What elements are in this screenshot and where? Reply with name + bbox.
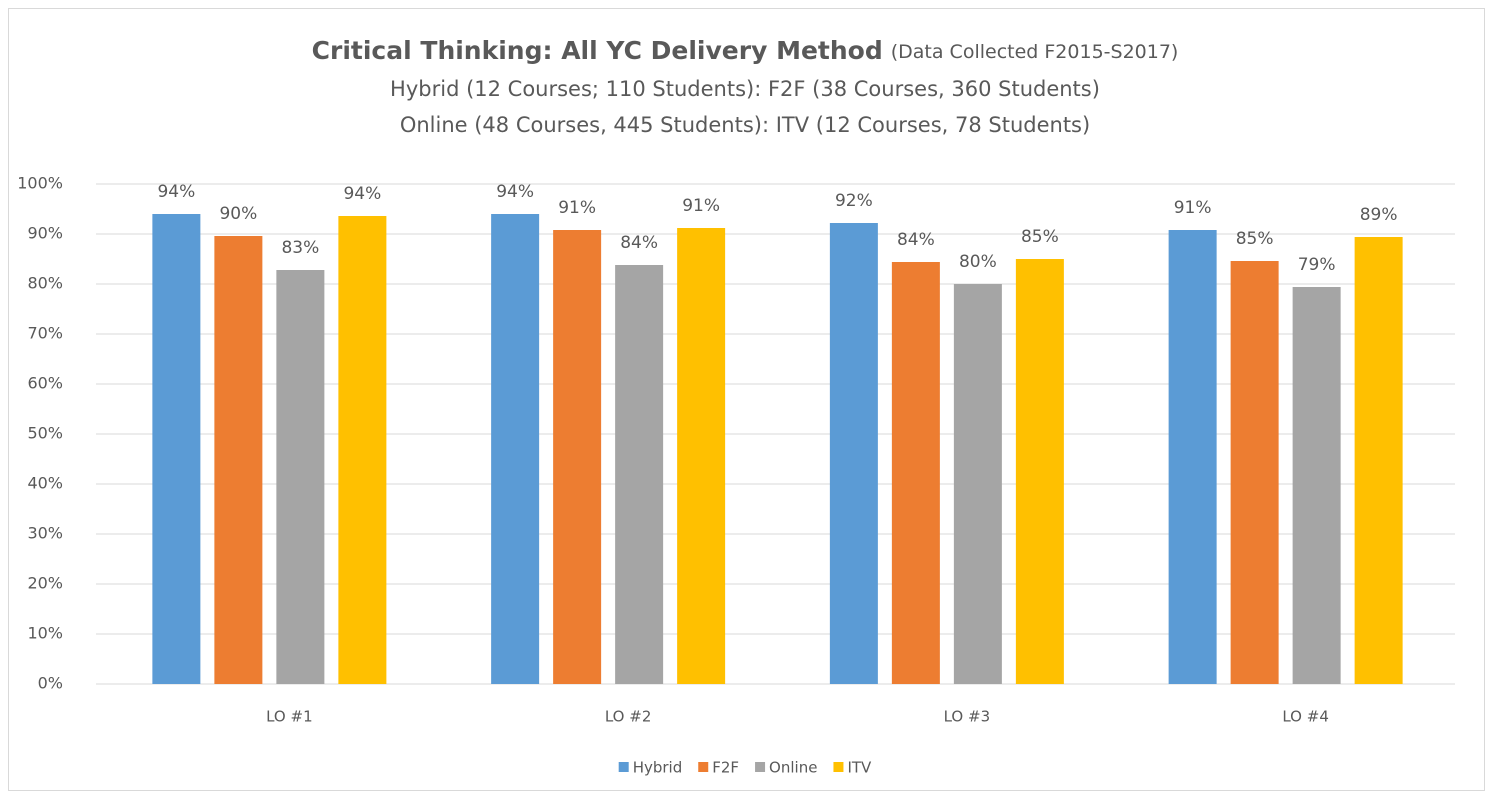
bar bbox=[214, 236, 263, 684]
legend-label: Online bbox=[769, 759, 817, 777]
legend-label: ITV bbox=[847, 759, 872, 777]
bar bbox=[953, 284, 1002, 684]
bar bbox=[152, 214, 201, 684]
bar bbox=[553, 230, 602, 684]
bar bbox=[1292, 287, 1341, 684]
y-tick-label: 30% bbox=[27, 524, 63, 543]
data-label: 94% bbox=[157, 182, 195, 202]
data-label: 94% bbox=[496, 182, 534, 202]
data-label: 90% bbox=[219, 204, 257, 224]
bar bbox=[1230, 261, 1279, 684]
data-label: 92% bbox=[835, 191, 873, 211]
data-label: 80% bbox=[959, 252, 997, 272]
bar bbox=[338, 216, 387, 684]
y-tick-label: 0% bbox=[38, 674, 63, 693]
data-label: 85% bbox=[1236, 229, 1274, 249]
bar bbox=[677, 228, 726, 684]
bar bbox=[615, 265, 664, 684]
legend-label: F2F bbox=[712, 759, 739, 777]
y-tick-label: 50% bbox=[27, 424, 63, 443]
bar bbox=[491, 214, 540, 684]
y-tick-label: 60% bbox=[27, 374, 63, 393]
bar bbox=[829, 223, 878, 684]
bar bbox=[1354, 237, 1403, 684]
data-label: 94% bbox=[343, 184, 381, 204]
data-label: 83% bbox=[281, 238, 319, 258]
x-tick-label: LO #4 bbox=[1282, 708, 1329, 726]
bar bbox=[1015, 259, 1064, 684]
data-label: 84% bbox=[620, 233, 658, 253]
x-tick-label: LO #1 bbox=[266, 708, 313, 726]
bar bbox=[276, 270, 325, 684]
legend-swatch bbox=[755, 762, 766, 772]
legend-swatch bbox=[698, 762, 709, 772]
title-note: (Data Collected F2015-S2017) bbox=[891, 41, 1179, 63]
title-main: Critical Thinking: All YC Delivery Metho… bbox=[312, 36, 883, 65]
x-tick-label: LO #3 bbox=[944, 708, 991, 726]
y-tick-label: 70% bbox=[27, 324, 63, 343]
bar bbox=[891, 262, 940, 684]
subtitle: Hybrid (12 Courses; 110 Students): F2F (… bbox=[390, 77, 1100, 101]
subtitle: Online (48 Courses, 445 Students): ITV (… bbox=[400, 113, 1090, 137]
data-label: 91% bbox=[1174, 198, 1212, 218]
bar bbox=[1168, 230, 1217, 684]
data-label: 84% bbox=[897, 230, 935, 250]
y-tick-label: 40% bbox=[27, 474, 63, 493]
data-label: 91% bbox=[682, 196, 720, 216]
legend-label: Hybrid bbox=[633, 759, 683, 777]
y-tick-label: 90% bbox=[27, 224, 63, 243]
data-label: 85% bbox=[1021, 227, 1059, 247]
data-label: 89% bbox=[1360, 205, 1398, 225]
chart-title: Critical Thinking: All YC Delivery Metho… bbox=[312, 36, 1179, 65]
y-tick-label: 20% bbox=[27, 574, 63, 593]
y-tick-label: 100% bbox=[17, 174, 63, 193]
y-tick-label: 80% bbox=[27, 274, 63, 293]
legend-swatch bbox=[833, 762, 844, 772]
y-tick-label: 10% bbox=[27, 624, 63, 643]
data-label: 91% bbox=[558, 198, 596, 218]
x-tick-label: LO #2 bbox=[605, 708, 652, 726]
legend-swatch bbox=[618, 762, 629, 772]
data-label: 79% bbox=[1298, 255, 1336, 275]
